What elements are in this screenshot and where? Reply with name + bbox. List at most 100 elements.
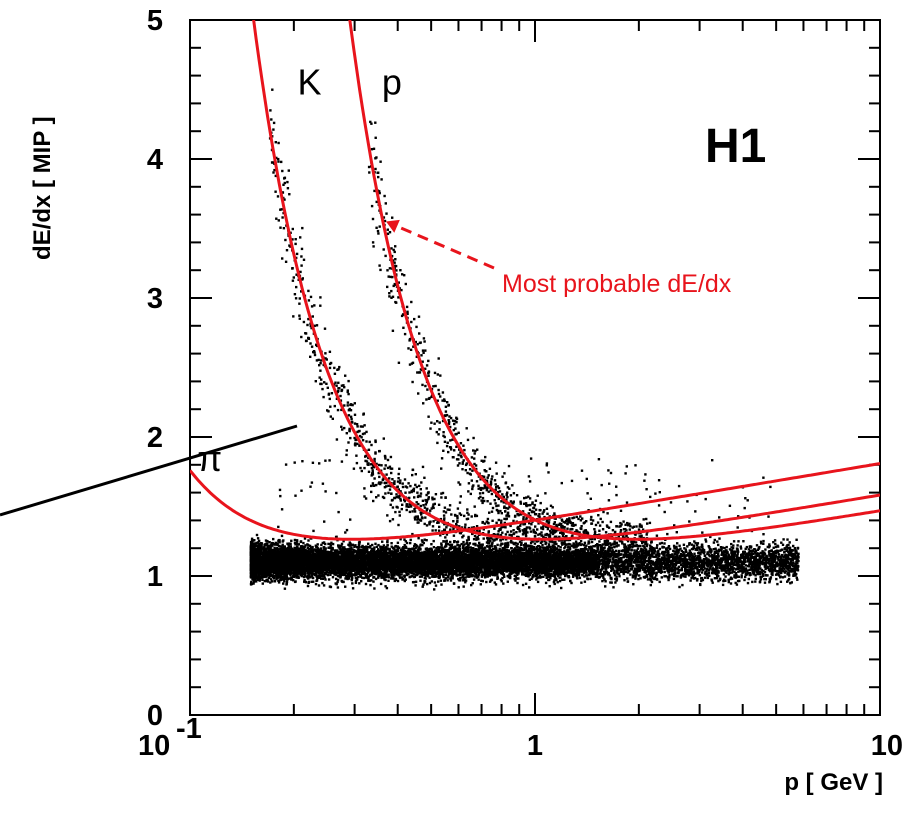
data-point xyxy=(398,576,402,579)
data-point xyxy=(633,567,636,570)
data-point xyxy=(597,557,601,560)
data-point xyxy=(282,582,285,585)
data-point xyxy=(642,563,645,567)
data-point xyxy=(678,558,681,561)
data-point xyxy=(556,574,560,578)
data-point xyxy=(374,577,378,581)
data-point xyxy=(617,564,620,568)
data-point xyxy=(552,571,555,574)
data-point xyxy=(663,567,666,570)
data-point xyxy=(666,532,669,536)
data-point xyxy=(711,567,715,570)
data-point xyxy=(528,578,531,581)
data-point xyxy=(736,552,739,555)
data-point xyxy=(729,582,733,585)
x-tick-label: 10 xyxy=(871,730,903,762)
data-point xyxy=(576,548,580,552)
plot-frame xyxy=(189,19,881,716)
data-point xyxy=(699,548,702,551)
data-point xyxy=(310,580,314,583)
data-point xyxy=(610,546,613,549)
data-point xyxy=(322,584,326,587)
data-point xyxy=(285,582,288,585)
data-point xyxy=(547,570,550,573)
data-point xyxy=(453,572,456,576)
data-point xyxy=(321,541,324,545)
data-point xyxy=(255,541,258,545)
data-point xyxy=(718,578,722,582)
data-point xyxy=(400,576,404,579)
data-point xyxy=(463,578,466,582)
data-point xyxy=(514,541,517,545)
data-point xyxy=(423,569,426,572)
data-point xyxy=(755,544,759,547)
data-point xyxy=(335,583,338,586)
data-point xyxy=(754,580,757,583)
data-point xyxy=(679,569,682,572)
data-point xyxy=(323,548,327,551)
data-point xyxy=(629,573,632,576)
data-point xyxy=(336,550,339,554)
data-point xyxy=(786,580,789,583)
data-point xyxy=(430,543,433,546)
data-point xyxy=(302,541,305,545)
data-point xyxy=(304,581,308,584)
data-point xyxy=(399,538,402,541)
data-point xyxy=(736,554,739,557)
data-point xyxy=(691,547,695,551)
data-point xyxy=(494,583,498,586)
data-point xyxy=(631,565,635,568)
data-point xyxy=(289,542,292,545)
data-point xyxy=(690,570,693,573)
data-point xyxy=(461,579,465,582)
data-point xyxy=(622,568,625,571)
data-point xyxy=(649,573,652,576)
data-point xyxy=(361,576,364,579)
data-point xyxy=(259,545,262,548)
data-point xyxy=(753,551,757,554)
data-point xyxy=(506,541,509,545)
data-point xyxy=(307,539,310,542)
data-point xyxy=(724,553,727,557)
data-point xyxy=(686,565,689,569)
data-point xyxy=(606,554,609,558)
data-point xyxy=(285,580,289,584)
data-point xyxy=(666,559,669,563)
data-point xyxy=(766,574,769,577)
data-point xyxy=(778,562,781,566)
data-point xyxy=(477,573,481,576)
data-point xyxy=(493,581,496,584)
data-point xyxy=(621,560,624,563)
data-point xyxy=(366,548,369,551)
data-point xyxy=(637,577,640,581)
data-point xyxy=(653,555,656,558)
data-point xyxy=(464,576,467,579)
data-point xyxy=(662,556,665,560)
data-point xyxy=(787,547,790,550)
data-point xyxy=(353,569,357,572)
data-point xyxy=(322,541,326,544)
data-point xyxy=(287,544,290,548)
data-point xyxy=(672,549,675,553)
data-point xyxy=(615,579,618,582)
data-point xyxy=(594,553,597,556)
data-point xyxy=(626,580,629,583)
data-point xyxy=(763,577,766,581)
data-point xyxy=(745,545,749,549)
data-point xyxy=(684,572,687,575)
data-point xyxy=(388,569,391,573)
data-point xyxy=(704,540,708,543)
data-point xyxy=(644,556,648,559)
data-point xyxy=(283,580,286,583)
data-point xyxy=(424,577,427,580)
data-point xyxy=(698,564,702,567)
data-point xyxy=(485,580,488,584)
data-point xyxy=(642,540,645,543)
data-point xyxy=(294,543,297,546)
data-point xyxy=(675,548,678,551)
data-point xyxy=(563,547,566,550)
data-point xyxy=(763,552,767,556)
data-point xyxy=(693,572,696,575)
